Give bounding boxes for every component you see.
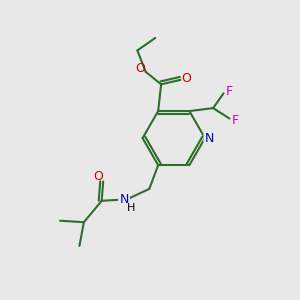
Text: O: O bbox=[93, 169, 103, 183]
Text: F: F bbox=[231, 113, 239, 127]
Text: N: N bbox=[119, 193, 129, 206]
Text: O: O bbox=[135, 62, 145, 75]
Text: O: O bbox=[181, 72, 191, 85]
Text: H: H bbox=[127, 202, 136, 213]
Text: N: N bbox=[205, 132, 214, 145]
Text: F: F bbox=[225, 85, 233, 98]
